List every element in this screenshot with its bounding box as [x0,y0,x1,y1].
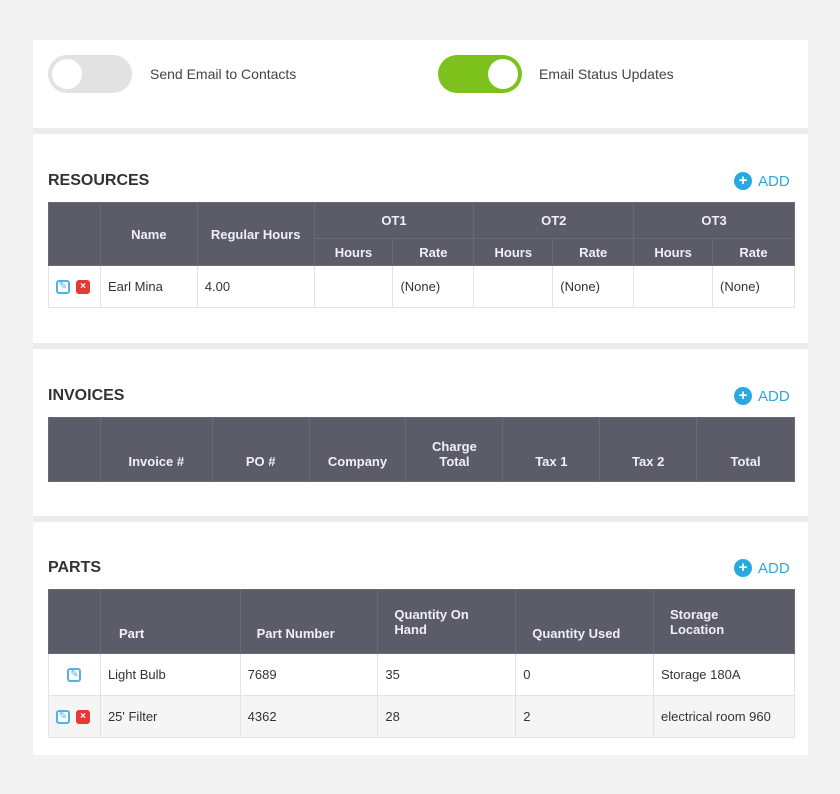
col-company: Company [308,417,407,482]
add-label: ADD [758,559,790,577]
add-label: ADD [758,172,790,190]
cell-part: 25' Filter [99,695,241,738]
col-tax2: Tax 2 [599,417,698,482]
resources-title: RESOURCES [48,172,150,189]
table-row: ✎ × 25' Filter 4362 28 2 electrical room … [48,695,795,738]
invoices-title: INVOICES [48,387,125,404]
edit-icon[interactable]: ✎ [67,668,82,683]
parts-table: Part Part Number Quantity On Hand Quanti… [48,589,795,738]
col-ot2: OT2 [473,202,635,239]
col-ot1: OT1 [313,202,475,239]
email-status-toggle[interactable] [438,55,522,93]
table-row: ✎ Light Bulb 7689 35 0 Storage 180A [48,653,795,696]
actions-header [48,202,101,266]
col-total: Total [696,417,795,482]
cell-on-hand: 28 [377,695,517,738]
col-hours: Hours [313,238,394,266]
parts-title: PARTS [48,559,102,576]
delete-icon[interactable]: × [76,280,90,295]
invoices-table: Invoice # PO # Company Charge Total Tax … [48,417,795,482]
toggle-knob [52,59,82,89]
col-part: Part [99,589,241,654]
add-label: ADD [758,387,790,405]
divider [33,343,808,349]
add-resource-button[interactable]: + ADD [734,172,790,190]
toggle-knob [488,59,518,89]
plus-icon: + [734,172,752,190]
add-invoice-button[interactable]: + ADD [734,387,790,405]
col-part-number: Part Number [239,589,379,654]
plus-icon: + [734,387,752,405]
cell-ot3-rate: (None) [712,265,795,308]
cell-ot2-hours [473,265,554,308]
divider [33,516,808,522]
col-quantity-on-hand: Quantity On Hand [377,589,517,654]
add-part-button[interactable]: + ADD [734,559,790,577]
cell-ot1-rate: (None) [392,265,475,308]
resources-table: Name Regular Hours OT1 OT2 OT3 Hours Rate Hour… [48,202,795,308]
cell-regular-hours: 4.00 [196,265,315,308]
email-status-label: Email Status Updates [539,66,674,82]
send-email-toggle[interactable] [48,55,132,93]
col-po-number: PO # [211,417,310,482]
cell-used: 0 [515,653,654,696]
cell-ot2-rate: (None) [552,265,635,308]
col-quantity-used: Quantity Used [515,589,654,654]
cell-on-hand: 35 [377,653,517,696]
col-regular-hours: Regular Hours [196,202,315,266]
cell-part-number: 7689 [239,653,379,696]
send-email-label: Send Email to Contacts [150,66,297,82]
col-hours: Hours [473,238,554,266]
cell-location: Storage 180A [653,653,795,696]
col-rate: Rate [392,238,475,266]
col-charge-total: Charge Total [405,417,504,482]
col-name: Name [99,202,198,266]
actions-header [48,417,101,482]
edit-icon[interactable]: ✎ [56,710,70,725]
cell-location: electrical room 960 [653,695,795,738]
edit-icon[interactable]: ✎ [56,280,70,295]
cell-ot1-hours [313,265,394,308]
cell-ot3-hours [633,265,714,308]
divider [33,128,808,134]
col-hours: Hours [633,238,714,266]
cell-part: Light Bulb [99,653,241,696]
col-storage-location: Storage Location [653,589,795,654]
col-invoice-number: Invoice # [99,417,213,482]
cell-used: 2 [515,695,654,738]
table-row: ✎ × Earl Mina 4.00 (None) (None) (None) [48,265,795,308]
cell-part-number: 4362 [239,695,379,738]
col-ot3: OT3 [633,202,795,239]
col-rate: Rate [552,238,635,266]
col-rate: Rate [712,238,795,266]
plus-icon: + [734,559,752,577]
actions-header [48,589,101,654]
delete-icon[interactable]: × [76,710,90,725]
col-tax1: Tax 1 [502,417,601,482]
cell-name: Earl Mina [99,265,198,308]
